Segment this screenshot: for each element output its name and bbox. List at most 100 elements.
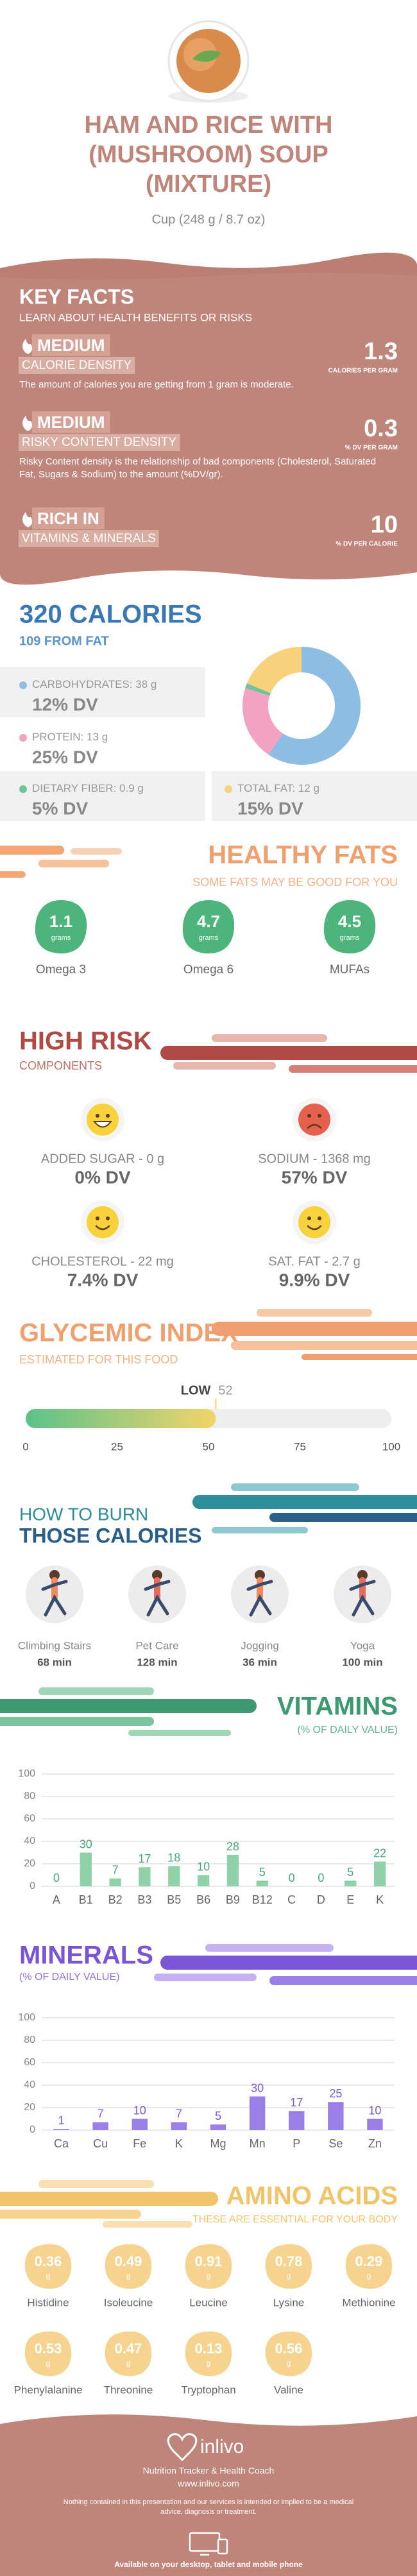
amino-blob <box>265 2244 312 2289</box>
y-tick-label: 80 <box>24 1791 35 1802</box>
amino-blob <box>105 2244 152 2289</box>
bar <box>171 2122 187 2130</box>
decor-stripe <box>212 1322 417 1336</box>
calories-title: 320 CALORIES <box>19 601 202 629</box>
fat-value: 1.1 <box>49 912 72 931</box>
serving: Cup (248 g / 8.7 oz) <box>152 212 266 226</box>
bar-value-label: 5 <box>347 1866 353 1879</box>
decor-stripe <box>38 860 109 867</box>
density-name: VITAMINS & MINERALS <box>22 532 156 545</box>
bar-value-label: 28 <box>226 1840 239 1853</box>
amino-unit: g <box>367 2271 371 2280</box>
section-title: THOSE CALORIES <box>19 1524 201 1547</box>
face-mouth <box>307 1123 322 1129</box>
activity-limbs <box>41 1580 68 1617</box>
amino-unit: g <box>126 2271 131 2280</box>
amino-value: 0.29 <box>355 2253 383 2269</box>
amino-unit: g <box>207 2271 211 2280</box>
activity-head <box>49 1570 60 1580</box>
x-tick-label: C <box>287 1893 296 1906</box>
section-subtitle: (% OF DAILY VALUE) <box>298 1725 398 1736</box>
bar-value-label: 18 <box>167 1851 180 1864</box>
activity-duration: 100 min <box>342 1656 382 1668</box>
x-tick-label: B2 <box>108 1893 123 1906</box>
decor-stripe <box>257 1309 372 1317</box>
density-description: Risky Content density is the relationshi… <box>19 456 377 480</box>
gi-value: 52 <box>218 1383 232 1397</box>
bar-value-label: 7 <box>112 1864 119 1877</box>
nutrient-label: PROTEIN: <box>32 731 83 743</box>
bar <box>345 1881 357 1886</box>
amino-value: 0.13 <box>195 2341 223 2357</box>
fat-blob <box>35 900 87 954</box>
amino-name: Phenylalanine <box>14 2384 83 2396</box>
amino-blob <box>24 2244 72 2289</box>
bar <box>373 1861 386 1886</box>
nutrient-grams: 12 <box>298 782 311 794</box>
bar-value-label: 0 <box>318 1872 324 1884</box>
nutrient-dv: 5% DV <box>32 798 88 818</box>
fat-name: Omega 6 <box>183 963 234 977</box>
activity-name: Climbing Stairs <box>18 1639 91 1651</box>
nutrient-bg <box>0 771 205 821</box>
bar <box>249 2096 266 2130</box>
density-unit: CALORIES PER GRAM <box>328 368 398 375</box>
x-tick-label: Mn <box>250 2137 266 2150</box>
y-tick-label: 0 <box>30 2124 35 2135</box>
bar <box>226 1855 239 1886</box>
activity-head <box>152 1570 162 1580</box>
density-description: The amount of calories you are getting f… <box>19 379 294 390</box>
x-tick-label: Se <box>328 2137 343 2150</box>
risk-dv: 0% DV <box>74 1167 130 1187</box>
nutrient-bg <box>212 771 417 821</box>
activity-duration: 128 min <box>137 1656 177 1668</box>
x-tick-label: Ca <box>54 2137 69 2150</box>
y-tick-label: 40 <box>24 1836 35 1847</box>
fat-blob <box>323 900 376 954</box>
nutrient-unit: g <box>151 678 157 690</box>
section-subtitle: COMPONENTS <box>19 1059 102 1072</box>
amino-value: 0.47 <box>115 2341 142 2357</box>
y-tick-label: 60 <box>24 2057 35 2068</box>
bar <box>139 1867 151 1886</box>
amino-blob <box>345 2244 393 2289</box>
bar-value-label: 10 <box>133 2104 146 2117</box>
bar-value-label: 5 <box>259 1866 266 1879</box>
section-subtitle: (% OF DAILY VALUE) <box>19 1972 119 1983</box>
x-tick-label: B9 <box>226 1893 240 1906</box>
decor-stripe <box>269 1513 417 1522</box>
decor-stripe <box>173 1062 276 1070</box>
face-eye <box>96 1114 99 1118</box>
label-box <box>32 334 110 356</box>
gi-tick-label: 25 <box>111 1440 123 1453</box>
activity-duration: 68 min <box>37 1656 72 1668</box>
decor-stripe <box>160 1046 417 1060</box>
nutrient-dot <box>225 785 232 793</box>
decor-stripe <box>160 1956 417 1970</box>
nutrient-unit: g <box>137 782 143 794</box>
bar-value-label: 17 <box>138 1852 151 1865</box>
label-box <box>19 434 180 452</box>
amino-blob <box>185 2244 232 2289</box>
bar <box>53 2129 69 2130</box>
density-level: RICH IN <box>37 509 99 528</box>
risk-dv: 7.4% DV <box>67 1270 139 1290</box>
nutrient-label: PROTEIN: 13 g <box>32 731 108 743</box>
gi-bar <box>26 1409 216 1428</box>
footer-brand: inlivo <box>200 2436 244 2457</box>
decor-stripe <box>103 2221 192 2228</box>
bar-value-label: 10 <box>368 2104 381 2117</box>
footer-tagline: Nutrition Tracker & Health Coach <box>143 2466 275 2476</box>
decor-stripe <box>0 871 26 878</box>
face-eye <box>96 1216 99 1220</box>
density-unit: % DV PER GRAM <box>345 445 398 452</box>
face <box>87 1206 119 1238</box>
x-tick-label: D <box>317 1893 325 1906</box>
amino-name: Histidine <box>27 2296 69 2308</box>
bar-value-label: 10 <box>197 1860 210 1873</box>
activity-duration: 36 min <box>243 1656 277 1668</box>
fat-value: 4.7 <box>197 912 220 931</box>
density-value: 1.3 <box>364 338 398 365</box>
x-tick-label: Cu <box>93 2137 108 2150</box>
x-tick-label: A <box>53 1893 60 1906</box>
